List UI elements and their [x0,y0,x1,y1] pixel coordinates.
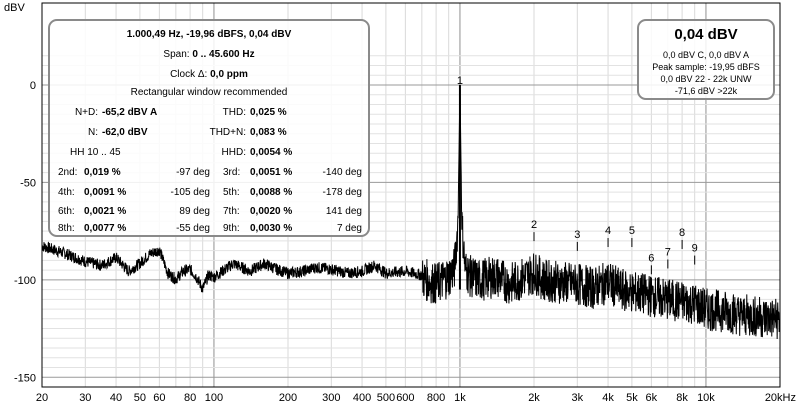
y-tick-label: -50 [20,177,36,189]
level-weighted-line: 0,0 dBV C, 0,0 dBV A [662,50,750,60]
harmonic-3rd-label: 3rd: [223,167,241,178]
x-tick-label: 40 [110,392,122,404]
harmonic-marker-label: 3 [574,229,580,241]
x-tick-labels: 20 30 40 50 60 80 100 200 300 400 500 600 800 1k 2k 3k 4… [36,392,796,404]
harmonic-6th-value: 0,0021 % [84,206,127,217]
level-main-value: 0,04 dBV [674,26,738,43]
harmonic-2nd-label: 2nd: [58,167,78,178]
level-bandwidth-line: 0,0 dBV 22 - 22k UNW [660,74,752,84]
x-tick-label: 30 [79,392,91,404]
y-tick-label: -150 [14,372,36,384]
y-tick-label: 0 [30,80,36,92]
span-value: 0 .. 45.600 Hz [192,49,255,60]
harmonic-4th-phase: -105 deg [170,187,210,198]
harmonic-7th-phase: 141 deg [325,206,362,217]
n-label: N: [88,127,98,138]
x-tick-label: 8k [676,392,688,404]
harmonic-marker-label: 6 [648,252,654,264]
y-tick-labels: 0 -50 -100 -150 [14,80,36,384]
harmonic-2nd-phase: -97 deg [176,167,210,178]
level-peak-sample-line: Peak sample: -19,95 dBFS [652,62,760,72]
harmonic-2nd-value: 0,019 % [84,167,121,178]
nd-label: N+D: [74,107,98,118]
hhd-label: HHD: [221,147,246,158]
y-axis-label: dBV [4,2,25,14]
x-tick-label: 80 [184,392,196,404]
series-layer [41,85,781,339]
x-tick-label: 10k [697,392,715,404]
spectrum-trace [41,94,781,339]
nd-value: -65,2 dBV A [102,107,158,118]
x-tick-label: 100 [205,392,223,404]
x-tick-label: 50 [134,392,146,404]
harmonic-markers: 1 2 3 4 5 6 789 [457,75,698,275]
x-tick-label: 4k [602,392,614,404]
x-tick-label: 400 [353,392,371,404]
x-tick-label: 20 [36,392,48,404]
level-out-of-band-line: -71,6 dBV >22k [674,86,738,96]
x-tick-label: 20kHz [765,392,796,404]
clock-label: Clock Δ: [170,69,208,80]
thdn-label: THD+N: [209,127,246,138]
harmonic-marker-label: 9 [692,243,698,255]
x-tick-label: 300 [322,392,340,404]
hh-label: HH 10 .. 45 [70,147,121,158]
harmonic-9th-label: 9th: [223,223,240,234]
harmonic-3rd-phase: -140 deg [322,167,362,178]
thdn-value: 0,083 % [250,127,287,138]
x-tick-label: 200 [279,392,297,404]
harmonic-marker-label: 4 [605,225,611,237]
harmonic-8th-phase: -55 deg [176,223,210,234]
harmonic-4th-label: 4th: [58,187,75,198]
thd-label: THD: [222,107,246,118]
harmonic-9th-value: 0,0030 % [250,223,293,234]
n-value: -62,0 dBV [102,127,148,138]
thd-value: 0,025 % [250,107,287,118]
harmonic-6th-phase: 89 deg [179,206,210,217]
x-tick-label: 60 [153,392,165,404]
measurement-panel[interactable]: 1.000,49 Hz, -19,96 dBFS, 0,04 dBV Span:… [48,19,370,237]
harmonic-marker-label: 7 [665,246,671,258]
harmonic-5th-phase: -178 deg [322,187,362,198]
harmonic-7th-value: 0,0020 % [250,206,293,217]
harmonic-marker-label: 5 [629,225,635,237]
harmonic-marker-label: 8 [679,227,685,239]
x-tick-label: 500 [377,392,395,404]
harmonic-8th-label: 8th: [58,223,75,234]
x-tick-label: 5k [626,392,638,404]
harmonic-5th-value: 0,0088 % [250,187,293,198]
span-label: Span: [163,49,190,60]
harmonic-3rd-value: 0,0051 % [250,167,293,178]
x-tick-label: 800 [427,392,445,404]
harmonic-8th-value: 0,0077 % [84,223,127,234]
x-tick-label: 600 [396,392,414,404]
x-tick-label: 2k [528,392,540,404]
x-tick-label: 3k [572,392,584,404]
clock-value: 0,0 ppm [210,69,248,80]
y-tick-label: -100 [14,275,36,287]
harmonic-marker-label: 1 [457,75,463,87]
harmonic-9th-phase: 7 deg [336,223,362,234]
hhd-value: 0,0054 % [250,147,293,158]
x-tick-label: 1k [454,392,466,404]
harmonic-4th-value: 0,0091 % [84,187,127,198]
level-panel[interactable]: 0,04 dBV 0,0 dBV C, 0,0 dBV A Peak sampl… [637,19,775,100]
harmonic-7th-label: 7th: [223,206,240,217]
x-tick-label: 6k [646,392,658,404]
harmonic-5th-label: 5th: [223,187,240,198]
harmonic-marker-label: 2 [531,219,537,231]
harmonic-6th-label: 6th: [58,206,75,217]
measurement-headline: 1.000,49 Hz, -19,96 dBFS, 0,04 dBV [126,29,292,40]
window-note: Rectangular window recommended [130,87,288,98]
plot-frame [41,2,781,388]
